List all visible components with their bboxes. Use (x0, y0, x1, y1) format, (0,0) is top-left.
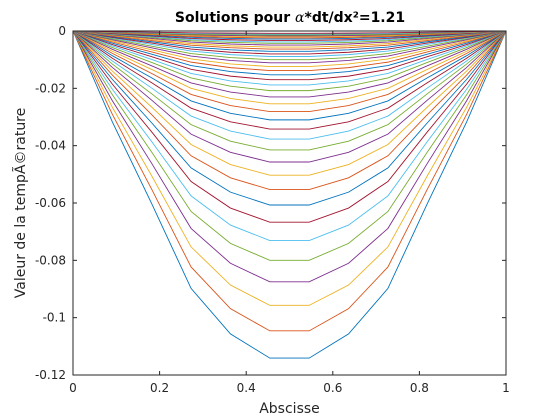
series-line-25 (72, 30, 507, 64)
series-line-2 (72, 30, 507, 332)
series-line-4 (72, 30, 507, 283)
series-line-36 (72, 30, 507, 40)
series-line-23 (72, 30, 507, 72)
series-line-21 (72, 30, 507, 81)
y-axis-label: Valeur de la tempÃ©rature (12, 108, 29, 298)
series-line-28 (72, 30, 507, 55)
y-axis-ticks: 0 -0.02 -0.04 -0.06 -0.08 -0.1 -0.12 (35, 24, 506, 382)
y-tick-label: -0.06 (35, 196, 66, 210)
series-line-27 (72, 30, 507, 57)
series-line-18 (72, 30, 507, 98)
x-tick-label: 0 (69, 381, 77, 395)
series-line-11 (72, 30, 507, 163)
series-line-20 (72, 30, 507, 86)
series-line-22 (72, 30, 507, 76)
series-line-35 (72, 30, 507, 41)
y-tick-label: 0 (58, 24, 66, 38)
series-line-37 (72, 30, 507, 39)
title-alpha: α (295, 10, 305, 26)
y-tick-label: -0.08 (35, 253, 66, 267)
series-line-8 (72, 30, 507, 206)
y-tick-label: -0.02 (35, 81, 66, 95)
series-line-30 (72, 30, 507, 50)
series-line-19 (72, 30, 507, 92)
series-line-10 (72, 30, 507, 176)
series-line-1 (72, 30, 507, 359)
series-line-33 (72, 30, 507, 44)
x-tick-label: 1 (502, 381, 510, 395)
y-tick-label: -0.12 (35, 368, 66, 382)
x-axis-label: Abscisse (259, 401, 320, 417)
series-line-34 (72, 30, 507, 43)
series-line-13 (72, 30, 507, 140)
axes-box (72, 30, 507, 376)
series-line-12 (72, 30, 507, 151)
series-line-14 (72, 30, 507, 130)
series-line-29 (72, 30, 507, 52)
series-line-17 (72, 30, 507, 105)
plot-lines (72, 30, 507, 359)
x-tick-label: 0.8 (410, 381, 429, 395)
series-line-6 (72, 30, 507, 242)
chart-title: Solutions pour α*dt/dx²=1.21 (175, 10, 405, 26)
series-line-24 (72, 30, 507, 68)
series-line-16 (72, 30, 507, 113)
x-tick-label: 0.6 (323, 381, 342, 395)
title-prefix: Solutions pour (175, 10, 295, 26)
x-tick-label: 0.4 (237, 381, 256, 395)
series-line-26 (72, 30, 507, 61)
x-tick-label: 0.2 (150, 381, 169, 395)
series-line-15 (72, 30, 507, 121)
title-suffix: *dt/dx²=1.21 (305, 10, 406, 26)
series-line-3 (72, 30, 507, 306)
y-tick-label: -0.04 (35, 139, 66, 153)
series-line-31 (72, 30, 507, 48)
y-tick-label: -0.1 (43, 311, 66, 325)
series-line-9 (72, 30, 507, 190)
series-line-42 (72, 30, 507, 34)
x-axis-ticks: 0 0.2 0.4 0.6 0.8 1 (69, 31, 510, 395)
series-line-5 (72, 30, 507, 261)
series-line-32 (72, 30, 507, 46)
series-line-7 (72, 30, 507, 223)
